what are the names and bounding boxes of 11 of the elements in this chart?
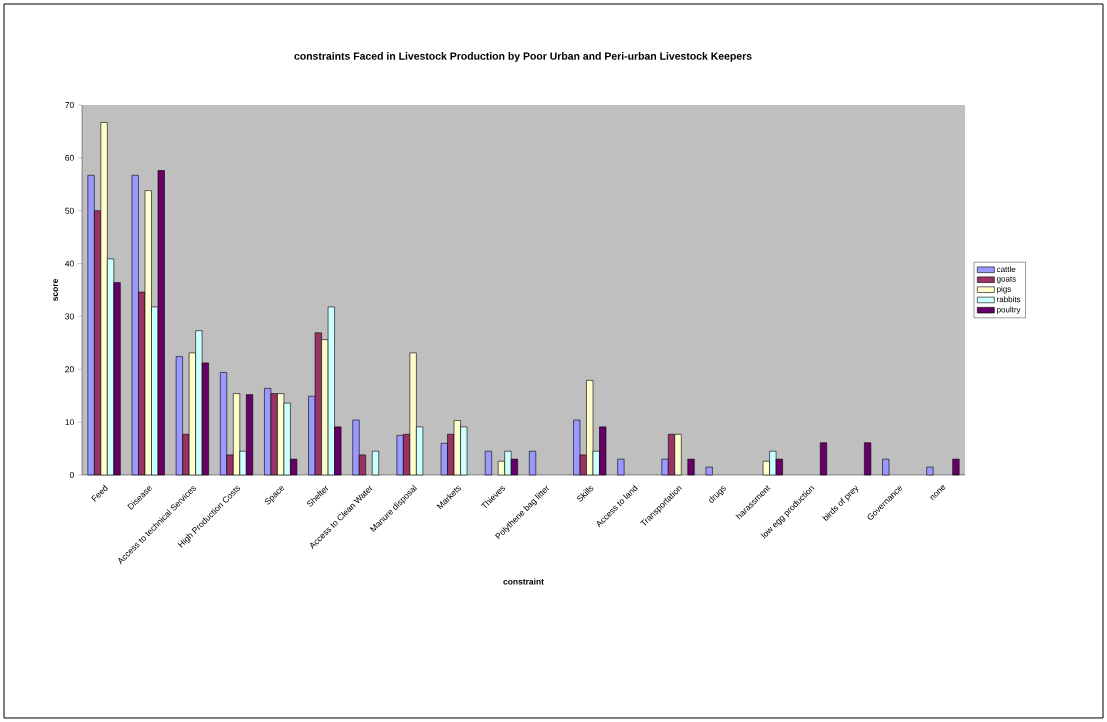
x-axis-title: constraint [503,578,544,585]
y-tick-label: 60 [65,154,74,161]
y-tick-label: 10 [65,419,74,426]
y-tick-label: 30 [65,313,74,320]
chart-title: constraints Faced in Livestock Production by Poor Urban and Peri-urban Livestock Keepers [294,52,752,62]
y-tick-label: 0 [69,472,74,478]
y-tick-label: 40 [65,260,74,267]
y-tick-label: 70 [65,102,74,108]
y-tick-label: 50 [65,207,74,214]
y-axis-title: score [53,278,58,301]
y-tick-label: 20 [65,366,74,373]
